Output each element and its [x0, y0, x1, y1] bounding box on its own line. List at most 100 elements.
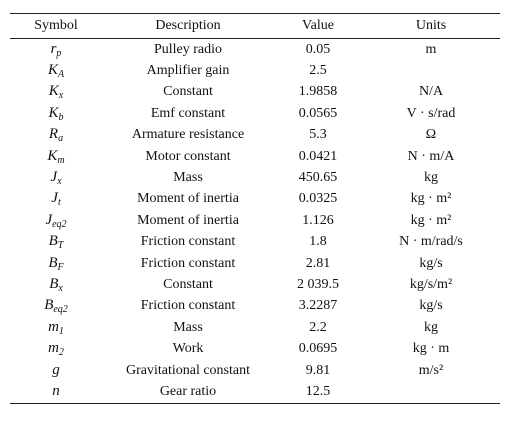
value-cell: 1.126: [302, 212, 334, 228]
symbol-cell: Kx: [10, 82, 102, 103]
table-row: BF Friction constant 2.81 kg/s: [10, 253, 500, 274]
description-cell: Work: [172, 341, 204, 357]
symbol-cell: BT: [10, 232, 102, 253]
symbol-subscript: A: [57, 69, 65, 81]
symbol-cell: Km: [10, 146, 102, 167]
value-cell: 3.2287: [298, 298, 338, 314]
symbol-cell: Kb: [10, 103, 102, 124]
symbol-cell: Jx: [10, 167, 102, 188]
symbol-subscript: F: [57, 261, 64, 273]
symbol: B: [48, 233, 58, 250]
value-cell: 1.9858: [298, 84, 338, 100]
symbol: K: [47, 147, 58, 164]
symbol-subscript: p: [56, 47, 62, 59]
description-cell: Pulley radio: [153, 41, 223, 57]
units-cell: kg/s: [419, 255, 443, 271]
description-cell: Mass: [173, 319, 203, 335]
units-cell: kg · m: [412, 341, 450, 357]
symbol-cell: BF: [10, 253, 102, 274]
value-cell: 2.5: [309, 63, 327, 79]
symbol-cell: g: [10, 360, 102, 381]
table-row: Ra Armature resistance 5.3 Ω: [10, 125, 500, 146]
description-cell: Friction constant: [140, 298, 236, 314]
description-cell: Moment of inertia: [137, 191, 239, 207]
units-cell: kg/s/m²: [409, 276, 453, 292]
table-row: Jx Mass 450.65 kg: [10, 167, 500, 188]
value-cell: 5.3: [309, 127, 327, 143]
symbol-cell: Bx: [10, 274, 102, 295]
table-row: Km Motor constant 0.0421 N · m/A: [10, 146, 500, 167]
description-cell: Amplifier gain: [146, 63, 230, 79]
table-row: m2 Work 0.0695 kg · m: [10, 338, 500, 359]
table-row: rp Pulley radio 0.05 m: [10, 39, 500, 61]
symbol-cell: Jt: [10, 189, 102, 210]
symbol-subscript: eq2: [52, 218, 67, 230]
symbol: B: [44, 297, 54, 314]
symbol-cell: m1: [10, 317, 102, 338]
value-cell: 2 039.5: [297, 276, 339, 292]
symbol-subscript: b: [58, 111, 64, 123]
table-wrap: Symbol Description Value Units rp Pulley …: [10, 13, 500, 404]
description-cell: Friction constant: [140, 234, 236, 250]
header-cell: Units: [362, 13, 500, 39]
header-cell: Value: [274, 13, 362, 39]
symbol: J: [51, 190, 58, 207]
table-row: KA Amplifier gain 2.5: [10, 60, 500, 81]
value-cell: 0.0325: [298, 191, 338, 207]
units-cell: m/s²: [418, 362, 444, 378]
units-cell: kg: [424, 319, 438, 335]
units-cell: N/A: [418, 84, 444, 100]
description-cell: Emf constant: [150, 105, 226, 121]
value-cell: 0.0695: [298, 341, 338, 357]
description-cell: Friction constant: [140, 255, 236, 271]
table-row: n Gear ratio 12.5: [10, 381, 500, 403]
symbol-subscript: T: [57, 240, 64, 252]
units-cell: kg/s: [419, 298, 443, 314]
table-row: Jeq2 Moment of inertia 1.126 kg · m²: [10, 210, 500, 231]
symbol-subscript: 2: [58, 347, 64, 359]
table-row: g Gravitational constant 9.81 m/s²: [10, 360, 500, 381]
table-row: Kx Constant 1.9858 N/A: [10, 82, 500, 103]
table-row: Jt Moment of inertia 0.0325 kg · m²: [10, 189, 500, 210]
symbol-cell: Beq2: [10, 296, 102, 317]
parameter-table: Symbol Description Value Units rp Pulley …: [10, 13, 500, 404]
symbol: R: [48, 126, 59, 143]
description-cell: Mass: [173, 170, 203, 186]
symbol: K: [48, 83, 59, 100]
units-cell: [362, 381, 500, 403]
value-cell: 0.0421: [298, 148, 338, 164]
table-row: Beq2 Friction constant 3.2287 kg/s: [10, 296, 500, 317]
table-row: m1 Mass 2.2 kg: [10, 317, 500, 338]
units-cell: [362, 60, 500, 81]
value-cell: 9.81: [305, 362, 331, 378]
symbol-subscript: a: [58, 133, 64, 145]
table-body: rp Pulley radio 0.05 m KA Amplifier gain 2.5 Kx…: [10, 39, 500, 404]
value-cell: 2.81: [305, 255, 331, 271]
symbol-subscript: x: [58, 90, 64, 102]
symbol: m: [48, 318, 59, 335]
description-cell: Constant: [163, 84, 213, 100]
description-cell: Moment of inertia: [137, 212, 239, 228]
symbol-cell: Jeq2: [10, 210, 102, 231]
value-cell: 1.8: [309, 234, 327, 250]
symbol-subscript: 1: [58, 325, 64, 337]
symbol-cell: rp: [10, 39, 102, 61]
header-row: Symbol Description Value Units: [10, 13, 500, 39]
description-cell: Gravitational constant: [125, 362, 251, 378]
symbol-cell: Ra: [10, 125, 102, 146]
units-cell: N · m/A: [407, 148, 455, 164]
units-cell: m: [425, 41, 437, 57]
symbol: J: [45, 211, 53, 228]
table-row: BT Friction constant 1.8 N · m/rad/s: [10, 232, 500, 253]
units-cell: Ω: [425, 127, 437, 143]
units-cell: V · s/rad: [406, 105, 456, 121]
description-cell: Constant: [163, 276, 213, 292]
table-row: Bx Constant 2 039.5 kg/s/m²: [10, 274, 500, 295]
units-cell: kg · m²: [410, 212, 452, 228]
symbol: K: [47, 62, 58, 79]
value-cell: 0.0565: [298, 105, 338, 121]
symbol-cell: n: [10, 381, 102, 403]
symbol: K: [48, 104, 59, 121]
symbol-subscript: eq2: [53, 304, 68, 316]
